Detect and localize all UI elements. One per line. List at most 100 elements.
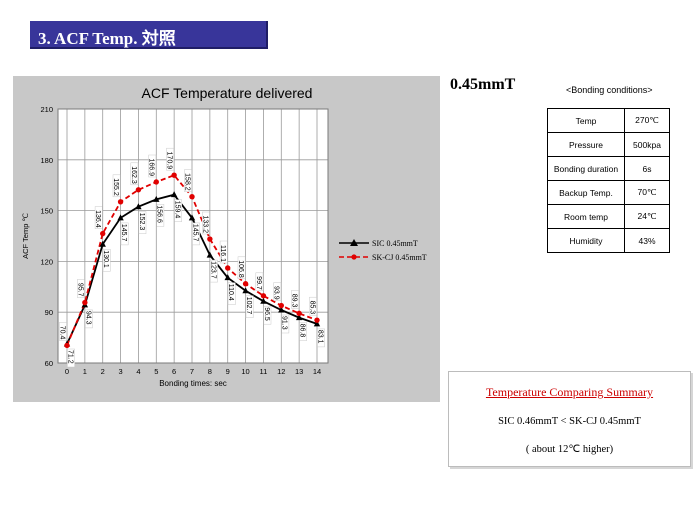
data-label-box	[85, 309, 93, 329]
data-point-sic	[170, 191, 178, 198]
series-layer	[63, 172, 321, 349]
data-label-text: 89.3	[291, 294, 298, 308]
data-label-skcj: 162.3	[130, 162, 139, 186]
y-tick-label: 120	[40, 257, 53, 266]
x-tick-label: 13	[295, 367, 303, 376]
data-label-sic: 123.7	[209, 259, 218, 283]
data-label-text: 96.5	[263, 307, 270, 321]
data-label-sic: 94.3	[84, 309, 93, 329]
condition-label: Backup Temp.	[547, 180, 625, 205]
data-label-skcj: 166.9	[148, 154, 157, 178]
data-point-sic	[295, 314, 303, 321]
legend-marker-skcj	[351, 254, 357, 260]
data-label-sic: 145.7	[120, 222, 129, 246]
data-label-box	[130, 162, 139, 186]
data-label-text: 106.8	[237, 260, 244, 278]
data-label-skcj: 70.4	[58, 322, 67, 341]
data-label-box	[281, 314, 290, 334]
data-label-box	[192, 222, 200, 246]
data-label-skcj: 133.2	[201, 211, 210, 235]
data-label-sic: 110.4	[227, 282, 236, 305]
data-label-text: 155.2	[112, 178, 119, 196]
condition-label: Room temp	[547, 204, 625, 229]
data-label-skcj: 158.2	[183, 169, 192, 192]
data-label-text: 85.3	[308, 301, 315, 315]
data-label-text: 95.7	[76, 283, 83, 297]
data-label-text: 94.3	[84, 311, 91, 325]
data-label-skcj: 116.1	[219, 240, 228, 264]
data-label-box	[94, 206, 103, 229]
data-label-skcj: 99.7	[255, 272, 264, 292]
table-row: Room temp 24℃	[547, 204, 670, 229]
x-tick-label: 0	[65, 367, 69, 376]
legend-label-skcj: SK-CJ 0.45mmT	[372, 253, 427, 262]
data-label-box	[112, 174, 121, 198]
data-label-sic: 130.1	[102, 249, 111, 272]
data-label-text: 83.1	[316, 330, 323, 344]
plot-border	[57, 108, 329, 364]
data-label-text: 110.4	[227, 284, 234, 301]
data-label-sic: 96.5	[263, 305, 272, 325]
data-label-box	[299, 322, 307, 341]
data-point-sic	[99, 240, 106, 247]
table-row: Backup Temp. 70℃	[547, 180, 670, 205]
data-label-box	[120, 222, 129, 246]
summary-difference: ( about 12℃ higher)	[525, 444, 614, 455]
data-label-box	[219, 240, 228, 264]
condition-value: 6s	[624, 156, 670, 181]
data-label-text: 133.2	[201, 215, 208, 233]
data-label-box	[255, 272, 264, 292]
data-point-sic	[224, 274, 231, 281]
data-label-skcj: 155.2	[112, 174, 121, 198]
data-point-sic	[260, 297, 267, 304]
data-point-skcj	[242, 281, 249, 287]
data-label-text: 102.7	[245, 297, 252, 315]
data-label-text: 86.8	[299, 324, 306, 338]
legend: SIC 0.45mmT SK-CJ 0.45mmT	[339, 239, 427, 262]
conditions-heading: 0.45mmT	[450, 76, 516, 93]
x-tick-label: 8	[208, 367, 212, 376]
data-label-sic: 152.3	[138, 211, 147, 234]
x-tick-label: 14	[313, 367, 321, 376]
data-label-box	[174, 199, 182, 222]
data-label-sic: 159.4	[174, 199, 182, 222]
comparison-summary-box: Temperature Comparing Summary SIC 0.46mm…	[448, 371, 691, 467]
data-label-skcj: 106.8	[237, 256, 246, 280]
x-tick-label: 12	[277, 367, 285, 376]
summary-comparison: SIC 0.46mmT < SK-CJ 0.45mmT	[498, 416, 641, 427]
data-label-text: 130.1	[102, 250, 109, 268]
data-label-box	[245, 295, 254, 318]
data-label-text: 170.9	[166, 152, 173, 170]
data-point-skcj	[189, 194, 195, 200]
y-tick-label: 90	[45, 308, 53, 317]
data-label-box	[77, 279, 85, 298]
data-label-text: 70.4	[58, 326, 65, 340]
data-labels: 70.4 95.7 136.4 155.2 162.3 166.9 170.9 158.2 13…	[58, 147, 325, 368]
data-label-sic: 71.2	[66, 348, 75, 368]
data-label-text: 116.1	[219, 245, 226, 262]
data-point-skcj	[314, 317, 320, 323]
data-label-box	[166, 147, 174, 171]
data-label-box	[263, 305, 272, 325]
data-label-box	[273, 282, 282, 301]
summary-title: Temperature Comparing Summary	[485, 385, 654, 399]
data-point-skcj	[278, 302, 284, 309]
data-label-box	[184, 169, 192, 192]
condition-value: 270℃	[624, 108, 670, 133]
data-point-sic	[153, 195, 160, 202]
condition-label: Temp	[547, 108, 625, 133]
data-label-text: 91.3	[281, 316, 288, 330]
data-point-skcj	[64, 342, 70, 349]
data-label-text: 159.4	[174, 201, 181, 219]
data-label-box	[202, 211, 210, 235]
data-point-sic	[135, 203, 142, 210]
table-row: Pressure 500kpa	[547, 132, 670, 157]
data-label-text: 145.7	[120, 224, 127, 242]
data-label-text: 156.6	[156, 205, 163, 223]
data-label-skcj: 136.4	[94, 206, 103, 229]
x-tick-label: 11	[260, 367, 268, 376]
data-label-text: 123.7	[209, 261, 216, 279]
x-tick-label: 2	[101, 367, 105, 376]
condition-value: 24℃	[624, 204, 670, 229]
